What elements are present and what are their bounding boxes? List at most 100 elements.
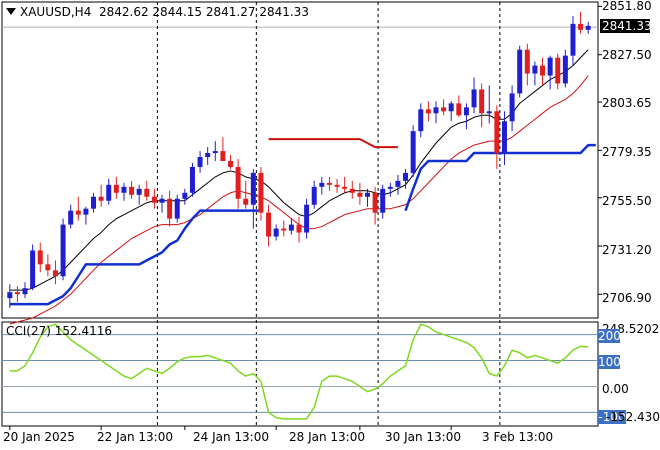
candle-body bbox=[60, 224, 66, 277]
collapse-triangle-icon[interactable] bbox=[6, 8, 16, 15]
x-tick: 20 Jan 2025 bbox=[3, 430, 75, 444]
current-price-label: 2841.33 bbox=[600, 19, 652, 33]
cci-pane-frame bbox=[1, 321, 599, 427]
candle-body bbox=[75, 210, 81, 215]
candle-body bbox=[562, 55, 568, 84]
candle-body bbox=[235, 166, 241, 199]
x-tick: 24 Jan 13:00 bbox=[193, 430, 269, 444]
trailing-stop-up bbox=[404, 143, 596, 212]
candle-body bbox=[151, 196, 157, 203]
candle-body bbox=[509, 93, 515, 122]
cci-level-100: 100 bbox=[598, 355, 621, 369]
candle-body bbox=[144, 188, 150, 197]
candle-body bbox=[106, 184, 112, 201]
candle-body bbox=[578, 23, 584, 30]
candle-body bbox=[243, 198, 249, 205]
x-tick: 28 Jan 13:00 bbox=[289, 430, 365, 444]
candle-body bbox=[334, 184, 340, 187]
candle-body bbox=[585, 25, 591, 30]
candle-body bbox=[52, 270, 58, 277]
x-tick: 30 Jan 13:00 bbox=[385, 430, 461, 444]
candle-body bbox=[349, 188, 355, 193]
y-tick: 2827.50 bbox=[602, 48, 652, 62]
candle-body bbox=[418, 109, 424, 132]
low-price: 2841.27 bbox=[205, 5, 256, 19]
candle-body bbox=[159, 198, 165, 203]
ma-slow-line bbox=[9, 75, 589, 325]
y-tick: 2731.20 bbox=[602, 243, 652, 257]
y-tick: 2755.50 bbox=[602, 194, 652, 208]
candle-body bbox=[463, 107, 469, 116]
candle-body bbox=[540, 65, 546, 76]
candle-body bbox=[212, 151, 218, 154]
close-price: 2841.33 bbox=[259, 5, 309, 19]
cci-label: CCI(27) 152.4116 bbox=[6, 324, 113, 338]
candle-body bbox=[22, 288, 28, 295]
x-tick: 22 Jan 13:00 bbox=[97, 430, 173, 444]
y-tick: 2706.90 bbox=[602, 291, 652, 305]
candle-body bbox=[311, 186, 317, 205]
candle-body bbox=[129, 186, 135, 195]
candle-body bbox=[189, 166, 195, 193]
candle-body bbox=[326, 182, 332, 185]
candle-body bbox=[121, 186, 127, 193]
candle-body bbox=[296, 224, 302, 233]
candle-body bbox=[380, 188, 386, 213]
candle-body bbox=[532, 65, 538, 74]
candle-body bbox=[501, 121, 507, 154]
y-tick: 2803.65 bbox=[602, 96, 652, 110]
candle-body bbox=[372, 192, 378, 213]
candle-body bbox=[136, 188, 142, 195]
cci-level-m100: -100 bbox=[598, 410, 626, 424]
candle-body bbox=[547, 57, 553, 76]
candle-body bbox=[220, 151, 226, 161]
candle-body bbox=[167, 198, 173, 219]
ma-fast-line bbox=[9, 49, 589, 291]
candle-body bbox=[68, 210, 74, 225]
cci-level-200: 200 bbox=[598, 329, 621, 343]
trailing-stop-up bbox=[9, 209, 261, 306]
cci-min-label: -152.4308 bbox=[606, 410, 660, 424]
candle-body bbox=[570, 23, 576, 56]
candle-body bbox=[7, 292, 13, 299]
candle-body bbox=[174, 198, 180, 219]
main-pane-frame bbox=[1, 1, 599, 319]
candle-body bbox=[471, 89, 477, 108]
candle-body bbox=[266, 212, 272, 237]
y-tick: 2779.35 bbox=[602, 145, 652, 159]
candle-body bbox=[288, 224, 294, 231]
candle-body bbox=[197, 157, 203, 167]
high-price: 2844.15 bbox=[152, 5, 203, 19]
candle-body bbox=[319, 182, 325, 187]
candle-body bbox=[91, 196, 97, 209]
candle-body bbox=[524, 49, 530, 74]
candle-body bbox=[228, 160, 234, 167]
candle-body bbox=[182, 192, 188, 199]
candle-body bbox=[258, 172, 264, 213]
candle-body bbox=[410, 131, 416, 173]
candle-body bbox=[342, 186, 348, 189]
candle-body bbox=[387, 186, 393, 189]
x-tick: 3 Feb 13:00 bbox=[482, 430, 554, 444]
candle-body bbox=[517, 49, 523, 94]
candle-body bbox=[273, 228, 279, 237]
candle-body bbox=[45, 264, 51, 271]
candle-body bbox=[433, 107, 439, 114]
candle-body bbox=[448, 103, 454, 112]
cci-level-0: 0.00 bbox=[602, 382, 629, 396]
candle-body bbox=[14, 292, 20, 295]
candle-body bbox=[395, 180, 401, 187]
candle-body bbox=[83, 208, 89, 215]
candle-body bbox=[281, 228, 287, 231]
candle-body bbox=[37, 250, 43, 265]
candle-body bbox=[250, 172, 256, 205]
candle-body bbox=[98, 196, 104, 201]
candle-body bbox=[30, 250, 36, 289]
candle-body bbox=[205, 153, 211, 158]
candle-body bbox=[486, 111, 492, 114]
cci-line bbox=[9, 323, 589, 420]
candle-body bbox=[555, 57, 561, 84]
candle-body bbox=[494, 111, 500, 154]
trailing-stop-down bbox=[268, 138, 398, 149]
